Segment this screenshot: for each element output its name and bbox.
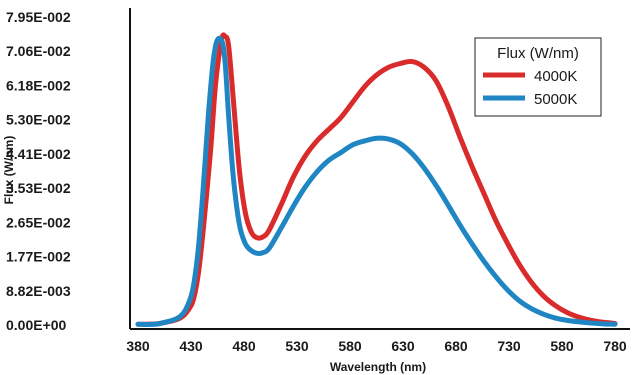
y-tick-label: 7.06E-002	[6, 43, 71, 59]
y-ticks: 0.00E+00 8.82E-003 1.77E-002 2.65E-002 3.53E…	[6, 9, 71, 333]
y-axis-title: Flux (W/nm)	[2, 136, 16, 205]
x-tick-label: 680	[444, 338, 468, 354]
legend-label-4000k: 4000K	[534, 68, 577, 85]
x-tick-label: 480	[232, 338, 256, 354]
x-tick-label: 380	[126, 338, 150, 354]
y-tick-label: 2.65E-002	[6, 214, 71, 230]
y-tick-label: 7.95E-002	[6, 9, 71, 25]
legend-title: Flux (W/nm)	[497, 45, 579, 62]
x-tick-label: 630	[391, 338, 415, 354]
x-tick-label: 430	[179, 338, 203, 354]
legend: Flux (W/nm) 4000K 5000K	[474, 37, 602, 117]
x-tick-label: 580	[338, 338, 362, 354]
x-ticks: 380 430 480 530 580 630 680 730 580 780	[126, 338, 627, 354]
y-tick-label: 0.00E+00	[6, 317, 67, 333]
series-group	[135, 32, 618, 327]
y-tick-label: 1.77E-002	[6, 249, 71, 265]
series-line-5000k	[135, 35, 618, 327]
y-tick-label: 4.41E-002	[6, 146, 71, 162]
y-tick-label: 8.82E-003	[6, 283, 71, 299]
x-tick-label: 780	[603, 338, 627, 354]
y-tick-label: 5.30E-002	[6, 112, 71, 128]
x-tick-label: 730	[497, 338, 521, 354]
x-tick-label: 580	[550, 338, 574, 354]
x-tick-label: 530	[285, 338, 309, 354]
y-tick-label: 3.53E-002	[6, 180, 71, 196]
legend-label-5000k: 5000K	[534, 91, 577, 108]
series-line-4000k	[135, 32, 618, 327]
y-tick-label: 6.18E-002	[6, 77, 71, 93]
x-axis-title: Wavelength (nm)	[330, 360, 426, 374]
